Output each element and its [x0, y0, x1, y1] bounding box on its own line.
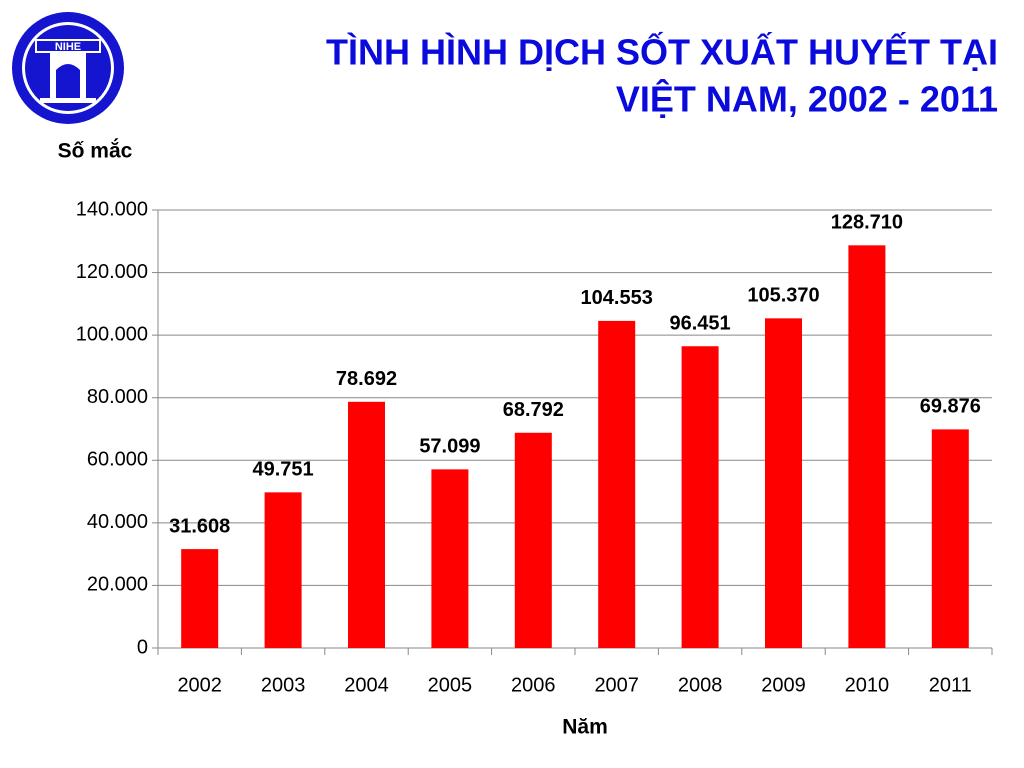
value-label: 96.451 [670, 313, 731, 335]
logo-text: NIHE [55, 41, 81, 53]
bar [681, 346, 719, 648]
y-tick-label: 60.000 [87, 449, 148, 471]
value-label: 105.370 [747, 285, 819, 307]
bar [765, 318, 802, 648]
bar [931, 429, 969, 648]
value-label: 57.099 [419, 436, 480, 458]
x-tick-label: 2011 [929, 674, 972, 696]
bar [181, 549, 219, 648]
y-tick-label: 80.000 [87, 386, 148, 408]
x-tick-label: 2006 [511, 674, 556, 696]
value-label: 68.792 [503, 399, 564, 421]
x-tick-label: 2008 [678, 674, 723, 696]
chart-title: TÌNH HÌNH DỊCH SỐT XUẤT HUYẾT TẠI [326, 31, 998, 73]
value-label: 69.876 [920, 396, 981, 418]
bar [848, 245, 886, 648]
bar [431, 469, 469, 648]
bar [264, 492, 302, 648]
value-label: 49.751 [253, 459, 314, 481]
y-tick-label: 0 [137, 636, 148, 658]
x-tick-label: 2003 [261, 674, 306, 696]
x-tick-label: 2007 [594, 674, 639, 696]
value-label: 128.710 [831, 212, 903, 234]
y-tick-label: 40.000 [87, 511, 148, 533]
bar [598, 320, 636, 648]
x-tick-label: 2004 [344, 674, 389, 696]
logo: NIHE [12, 12, 124, 124]
x-tick-label: 2010 [845, 674, 890, 696]
x-tick-label: 2002 [177, 674, 222, 696]
value-label: 31.608 [169, 515, 230, 537]
y-tick-label: 140.000 [76, 198, 148, 220]
x-axis-label: Năm [562, 716, 608, 739]
bar [514, 432, 552, 648]
y-tick-label: 120.000 [76, 261, 148, 283]
x-tick-label: 2009 [761, 674, 806, 696]
y-axis-label: Số mắc [58, 139, 133, 163]
value-label: 78.692 [336, 368, 397, 390]
y-tick-label: 100.000 [76, 323, 148, 345]
value-label: 104.553 [581, 287, 653, 309]
chart-title: VIỆT NAM, 2002 - 2011 [616, 78, 998, 120]
bar [348, 401, 385, 648]
x-tick-label: 2005 [428, 674, 473, 696]
y-tick-label: 20.000 [87, 574, 148, 596]
